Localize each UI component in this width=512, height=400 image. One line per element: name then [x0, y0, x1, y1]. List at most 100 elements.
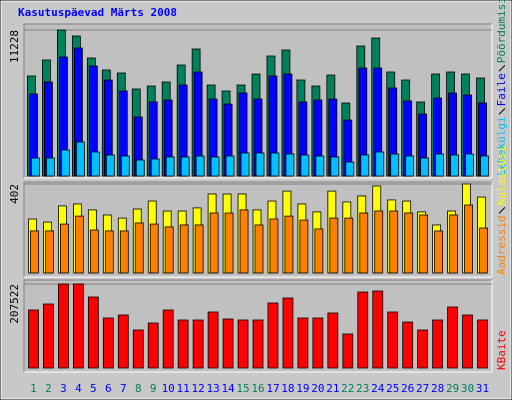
x-tick-label: 18: [281, 382, 294, 395]
bar: [342, 333, 354, 369]
bar: [237, 319, 249, 369]
bar: [222, 318, 234, 369]
bar: [194, 224, 204, 274]
bar: [402, 321, 414, 369]
x-tick-label: 5: [90, 382, 97, 395]
bar: [450, 154, 459, 177]
bar: [192, 319, 204, 369]
bar: [404, 212, 414, 274]
bar: [28, 309, 39, 369]
bar: [374, 210, 384, 274]
x-tick-label: 7: [120, 382, 127, 395]
bar: [359, 212, 369, 274]
bar: [60, 223, 69, 274]
bar: [30, 230, 39, 274]
x-tick-label: 14: [221, 382, 235, 395]
legend-entry: Pöördumisi: [495, 0, 508, 63]
y-tick-label: 402: [8, 184, 21, 204]
bar: [285, 153, 295, 177]
x-tick-label: 25: [386, 382, 399, 395]
bar: [164, 226, 174, 274]
bar: [240, 152, 250, 177]
bar: [209, 212, 219, 274]
bar: [327, 312, 339, 369]
bar: [419, 214, 429, 274]
x-tick-label: 29: [446, 382, 459, 395]
bar: [46, 157, 55, 177]
bar: [150, 158, 160, 177]
chart-title: Kasutuspäevad Märts 2008: [18, 6, 177, 19]
bar: [360, 154, 370, 177]
bar: [447, 306, 458, 369]
bar: [120, 155, 130, 177]
bar: [239, 209, 249, 274]
x-tick-label: 26: [401, 382, 414, 395]
legend-entry: Lehekülgi: [495, 116, 508, 176]
bar: [105, 154, 115, 177]
x-tick-label: 21: [326, 382, 339, 395]
bar: [104, 230, 114, 274]
bar: [225, 155, 235, 177]
bar: [75, 141, 85, 177]
bar: [45, 230, 54, 274]
bar: [61, 149, 70, 177]
bar: [300, 154, 310, 177]
bar: [432, 319, 444, 369]
bar: [149, 223, 159, 274]
x-tick-label: 16: [251, 382, 264, 395]
bar: [389, 210, 399, 274]
bar: [177, 319, 189, 369]
bar: [314, 228, 324, 274]
bar: [297, 317, 309, 369]
bar: [299, 219, 309, 274]
bar: [420, 157, 430, 177]
bar: [405, 155, 415, 177]
x-tick-label: 20: [311, 382, 324, 395]
legend-separator: [498, 64, 506, 72]
bar: [195, 155, 205, 177]
bar: [345, 161, 355, 177]
bar: [147, 322, 159, 369]
bar: [357, 291, 369, 369]
bar: [375, 151, 385, 177]
bar: [372, 290, 384, 369]
bar: [387, 311, 399, 369]
bar: [267, 302, 279, 369]
x-tick-label: 2: [45, 382, 52, 395]
bar: [89, 229, 99, 274]
x-tick-label: 19: [296, 382, 309, 395]
x-tick-label: 23: [356, 382, 369, 395]
bar: [417, 329, 429, 369]
x-tick-label: 17: [266, 382, 279, 395]
x-tick-label: 27: [416, 382, 429, 395]
y-tick-label: 207522: [8, 284, 21, 324]
bar: [284, 215, 294, 274]
bar: [224, 212, 234, 274]
x-tick-label: 9: [150, 382, 157, 395]
bar: [74, 215, 84, 274]
bar: [330, 156, 340, 177]
bar: [72, 283, 84, 369]
bar: [132, 329, 144, 369]
x-tick-label: 30: [461, 382, 474, 395]
x-tick-label: 28: [431, 382, 444, 395]
x-tick-label: 10: [162, 382, 175, 395]
bar: [269, 218, 279, 274]
bar: [119, 230, 129, 274]
bar: [329, 217, 339, 274]
bar: [480, 155, 489, 177]
legend-entry: Külastusi: [495, 146, 508, 206]
bar: [479, 227, 488, 274]
x-tick-label: 31: [476, 382, 489, 395]
x-tick-label: 22: [341, 382, 354, 395]
bar: [390, 153, 400, 177]
bar: [434, 230, 444, 274]
bar: [254, 224, 264, 274]
x-tick-label: 13: [206, 382, 219, 395]
x-tick-label: 15: [236, 382, 249, 395]
bar: [43, 303, 54, 369]
bar: [134, 222, 144, 274]
bar: [435, 153, 445, 177]
